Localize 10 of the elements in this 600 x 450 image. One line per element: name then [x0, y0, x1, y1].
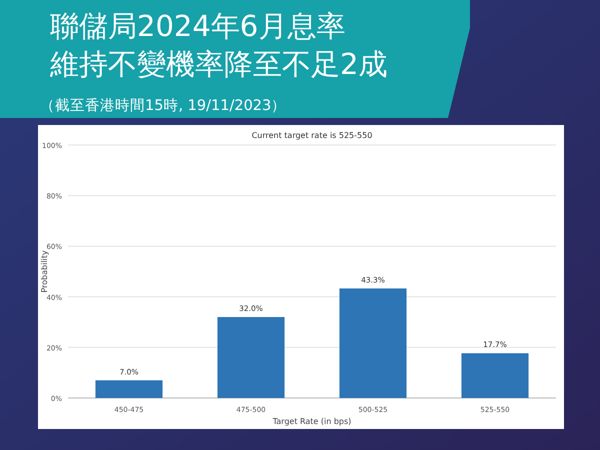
y-axis-title: Probability	[40, 250, 49, 293]
bar	[461, 353, 529, 398]
bar	[339, 288, 407, 398]
text: （截至香港時間15時, 19/11/2023）	[40, 97, 286, 114]
bar	[217, 317, 285, 398]
chart-title: 聯儲局2024年6月息率	[50, 9, 346, 43]
chart-subtitle: 維持不變機率降至不足2成	[49, 47, 388, 81]
text: Current target rate is 525-550	[252, 131, 372, 140]
x-axis-title: Target Rate (in bps)	[272, 417, 352, 426]
bar	[95, 380, 163, 398]
